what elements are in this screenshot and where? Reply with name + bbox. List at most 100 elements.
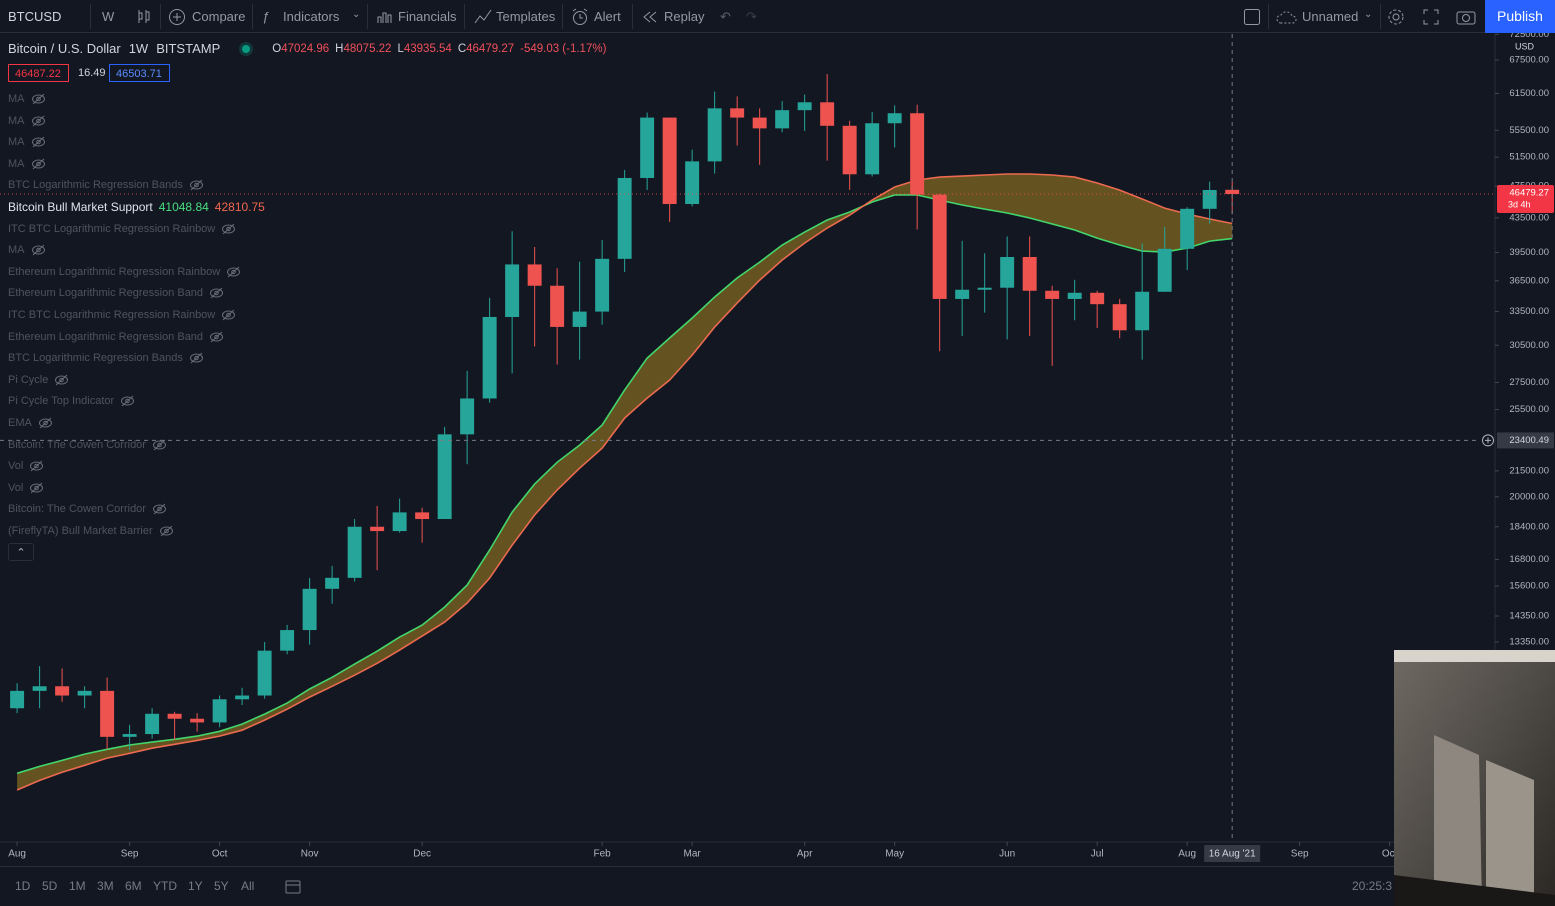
indicator-name[interactable]: ITC BTC Logarithmic Regression Rainbow xyxy=(8,309,216,321)
hidden-eye-icon[interactable] xyxy=(31,93,46,105)
hidden-eye-icon[interactable] xyxy=(221,309,236,321)
indicator-name[interactable]: Vol xyxy=(8,481,24,494)
x-tick-label: Jul xyxy=(1091,849,1104,860)
range-button[interactable]: 1M xyxy=(69,879,86,893)
publish-button[interactable]: Publish xyxy=(1485,0,1555,33)
hidden-eye-icon[interactable] xyxy=(152,439,167,451)
indicator-name[interactable]: MA xyxy=(8,114,25,127)
range-button[interactable]: 5Y xyxy=(214,879,229,893)
hidden-eye-icon[interactable] xyxy=(152,503,167,515)
indicator-name[interactable]: BTC Logarithmic Regression Bands xyxy=(8,179,183,192)
indicator-name[interactable]: MA xyxy=(8,157,25,170)
hidden-eye-icon[interactable] xyxy=(54,374,69,386)
settings-icon[interactable] xyxy=(1387,8,1405,26)
indicator-name[interactable]: ITC BTC Logarithmic Regression Rainbow xyxy=(8,222,216,235)
range-button[interactable]: YTD xyxy=(153,879,177,893)
hidden-eye-icon[interactable] xyxy=(209,287,224,299)
indicator-name[interactable]: MA xyxy=(8,93,25,105)
ohlc-letter: C xyxy=(457,42,467,55)
legend: Bitcoin / U.S. Dollar 1W BITSTAMP O47024… xyxy=(8,41,606,56)
indicator-value: 42810.75 xyxy=(214,200,265,214)
range-button[interactable]: All xyxy=(241,879,255,893)
financials-icon[interactable] xyxy=(377,10,393,24)
chart-type-icon[interactable] xyxy=(136,9,150,24)
hidden-eye-icon[interactable] xyxy=(226,266,241,278)
indicator-name[interactable]: Pi Cycle Top Indicator xyxy=(8,395,115,408)
candle-body xyxy=(1135,291,1150,331)
hidden-eye-icon[interactable] xyxy=(189,352,204,364)
hidden-eye-icon[interactable] xyxy=(31,115,46,127)
range-button[interactable]: 5D xyxy=(42,879,58,893)
templates-icon[interactable] xyxy=(474,9,492,24)
compare-button[interactable]: Compare xyxy=(192,9,246,24)
interval-button[interactable]: W xyxy=(102,9,115,24)
hidden-indicator: ITC BTC Logarithmic Regression Rainbow xyxy=(8,221,236,237)
indicator-name[interactable]: Ethereum Logarithmic Regression Rainbow xyxy=(8,265,221,278)
currency-selector[interactable]: USD xyxy=(1515,41,1535,51)
dropdown-icon[interactable]: ⌄ xyxy=(1364,9,1373,20)
date-range-icon[interactable] xyxy=(285,879,301,894)
ask-badge[interactable]: 46503.71 xyxy=(109,64,170,82)
indicators-icon[interactable]: ƒ xyxy=(262,9,270,24)
range-button[interactable]: 3M xyxy=(97,879,114,893)
candle-body xyxy=(257,650,272,696)
fullscreen-icon[interactable] xyxy=(1423,9,1439,25)
layout-name[interactable]: Unnamed xyxy=(1302,9,1359,24)
hidden-eye-icon[interactable] xyxy=(38,417,53,429)
hidden-eye-icon[interactable] xyxy=(221,223,236,235)
x-tick-label: Sep xyxy=(121,849,139,860)
hidden-eye-icon[interactable] xyxy=(31,136,46,148)
ohlc-value: 43935.54 xyxy=(403,42,452,55)
range-button[interactable]: 1Y xyxy=(188,879,203,893)
symbol[interactable]: BTCUSD xyxy=(8,9,62,24)
redo-button[interactable]: ↷ xyxy=(746,9,757,24)
alert-button[interactable]: Alert xyxy=(594,9,621,24)
x-tick-label: Sep xyxy=(1291,849,1309,860)
indicator-name[interactable]: Ethereum Logarithmic Regression Band xyxy=(8,330,204,343)
indicator-name[interactable]: Bitcoin: The Cowen Corridor xyxy=(8,438,146,451)
replay-icon[interactable] xyxy=(642,11,658,23)
hidden-eye-icon[interactable] xyxy=(159,525,174,537)
snapshot-icon[interactable] xyxy=(1456,9,1476,25)
hidden-indicator: ITC BTC Logarithmic Regression Rainbow xyxy=(8,307,236,323)
layout-icon[interactable] xyxy=(1243,8,1261,26)
financials-button[interactable]: Financials xyxy=(398,9,457,24)
indicators-button[interactable]: Indicators xyxy=(283,9,340,24)
separator xyxy=(1380,4,1381,29)
indicator-name[interactable]: Pi Cycle xyxy=(8,373,49,386)
templates-button[interactable]: Templates xyxy=(496,9,556,24)
range-button[interactable]: 1D xyxy=(15,879,31,893)
indicator-name[interactable]: MA xyxy=(8,136,25,149)
dropdown-icon[interactable]: ⌄ xyxy=(352,9,361,20)
indicator-name[interactable]: MA xyxy=(8,244,25,257)
alert-icon[interactable] xyxy=(571,8,589,26)
replay-button[interactable]: Replay xyxy=(664,9,705,24)
hidden-eye-icon[interactable] xyxy=(120,395,135,407)
hidden-eye-icon[interactable] xyxy=(189,179,204,191)
hidden-eye-icon[interactable] xyxy=(29,482,44,494)
candle-body xyxy=(460,398,475,435)
undo-button[interactable]: ↶ xyxy=(720,9,731,24)
indicator-name[interactable]: Vol xyxy=(8,460,24,473)
indicator-name[interactable]: Bitcoin: The Cowen Corridor xyxy=(8,503,146,516)
y-tick-label: 43500.00 xyxy=(1509,212,1549,223)
candle-body xyxy=(505,264,520,317)
hidden-eye-icon[interactable] xyxy=(29,460,44,472)
hidden-eye-icon[interactable] xyxy=(31,244,46,256)
x-tick-label: Oct xyxy=(1382,849,1398,860)
indicator-name[interactable]: (FireflyTA) Bull Market Barrier xyxy=(8,525,153,537)
compare-icon[interactable] xyxy=(168,8,186,26)
hidden-eye-icon[interactable] xyxy=(209,331,224,343)
range-button[interactable]: 6M xyxy=(125,879,142,893)
cloud-icon[interactable] xyxy=(1276,10,1298,24)
webcam-overlay xyxy=(1394,650,1555,906)
hidden-eye-icon[interactable] xyxy=(31,158,46,170)
indicator-name[interactable]: Ethereum Logarithmic Regression Band xyxy=(8,287,204,300)
bid-badge[interactable]: 46487.22 xyxy=(8,64,69,82)
collapse-button[interactable]: ⌃ xyxy=(8,543,34,561)
indicator-name[interactable]: EMA xyxy=(8,417,32,429)
indicator-name[interactable]: BTC Logarithmic Regression Bands xyxy=(8,352,183,365)
indicator-name[interactable]: Bitcoin Bull Market Support xyxy=(8,200,153,214)
y-tick-label: 39500.00 xyxy=(1509,247,1549,258)
candle-body xyxy=(145,713,160,735)
